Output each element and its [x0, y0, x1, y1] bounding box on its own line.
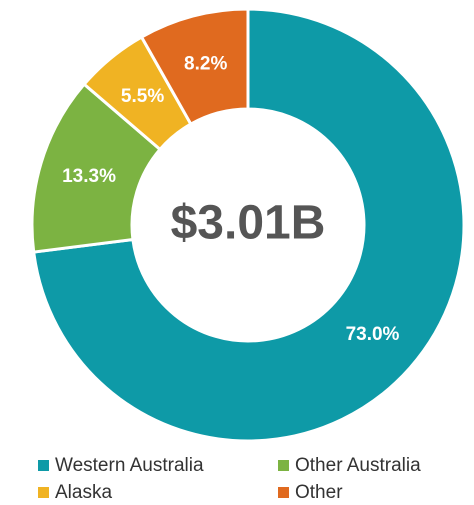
- legend-label: Other: [295, 482, 343, 503]
- legend-label: Other Australia: [295, 455, 421, 476]
- legend-swatch: [278, 487, 289, 498]
- value-label: 73.0%: [346, 324, 400, 345]
- legend-label: Western Australia: [55, 455, 204, 476]
- value-label: 5.5%: [121, 86, 164, 107]
- value-label: 13.3%: [62, 166, 116, 187]
- slice: [32, 7, 466, 443]
- value-label: 8.2%: [184, 53, 227, 74]
- slice: [139, 7, 250, 127]
- center-label: $3.01B: [171, 197, 326, 250]
- legend-swatch: [278, 460, 289, 471]
- legend-swatch: [38, 487, 49, 498]
- legend-label: Alaska: [55, 482, 112, 503]
- legend-swatch: [38, 460, 49, 471]
